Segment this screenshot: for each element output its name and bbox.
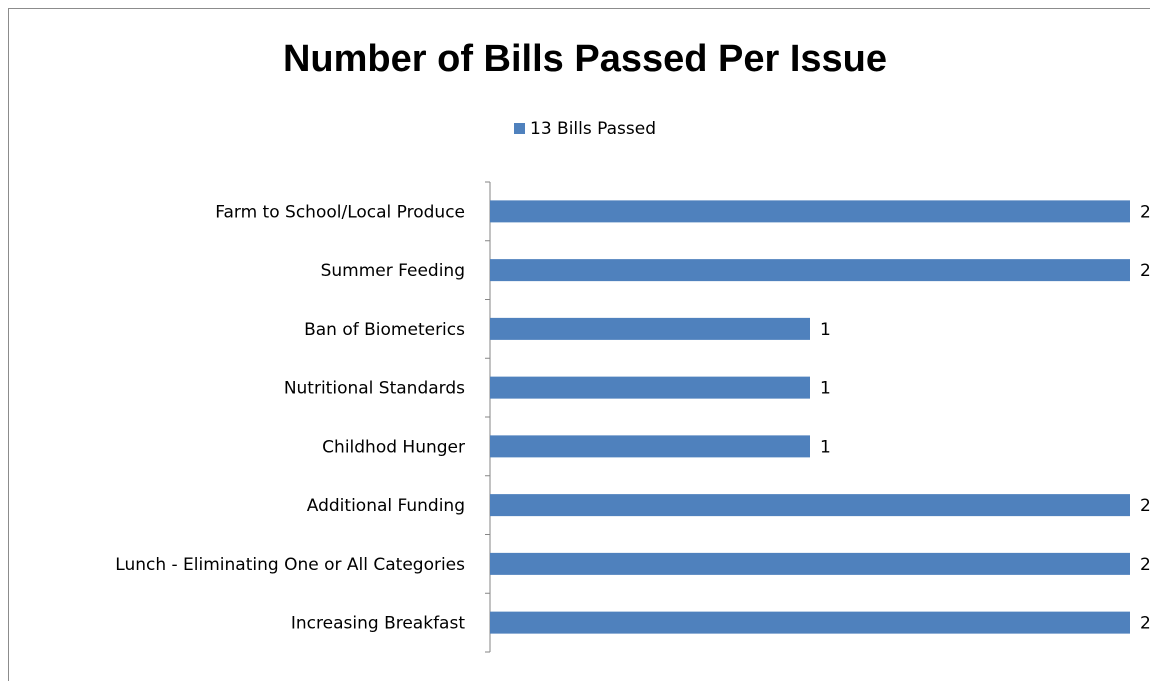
category-label: Lunch - Eliminating One or All Categorie… [115, 555, 465, 575]
category-label: Farm to School/Local Produce [215, 202, 465, 222]
bar [490, 611, 1130, 634]
bar [490, 200, 1130, 223]
data-label: 2 [1140, 261, 1150, 281]
chart-title: Number of Bills Passed Per Issue [282, 38, 887, 80]
data-label: 1 [820, 320, 831, 340]
legend-label: 13 Bills Passed [530, 119, 656, 139]
data-label: 1 [820, 379, 831, 399]
data-label: 2 [1140, 496, 1150, 516]
legend: 13 Bills Passed [0, 119, 1150, 139]
chart-frame [8, 8, 1150, 681]
category-label: Summer Feeding [321, 261, 465, 281]
bar [490, 494, 1130, 517]
bar [490, 259, 1130, 282]
data-label: 2 [1140, 614, 1150, 634]
category-label: Nutritional Standards [284, 379, 465, 399]
bar [490, 435, 810, 458]
category-label: Increasing Breakfast [291, 614, 465, 634]
data-label: 2 [1140, 555, 1150, 575]
category-label: Additional Funding [307, 496, 465, 516]
bar [490, 317, 810, 340]
bar [490, 376, 810, 399]
category-label: Childhod Hunger [322, 437, 465, 457]
category-label: Ban of Biometerics [304, 320, 465, 340]
legend-swatch [514, 123, 525, 134]
data-label: 2 [1140, 202, 1150, 222]
bar [490, 552, 1130, 575]
data-label: 1 [820, 437, 831, 457]
